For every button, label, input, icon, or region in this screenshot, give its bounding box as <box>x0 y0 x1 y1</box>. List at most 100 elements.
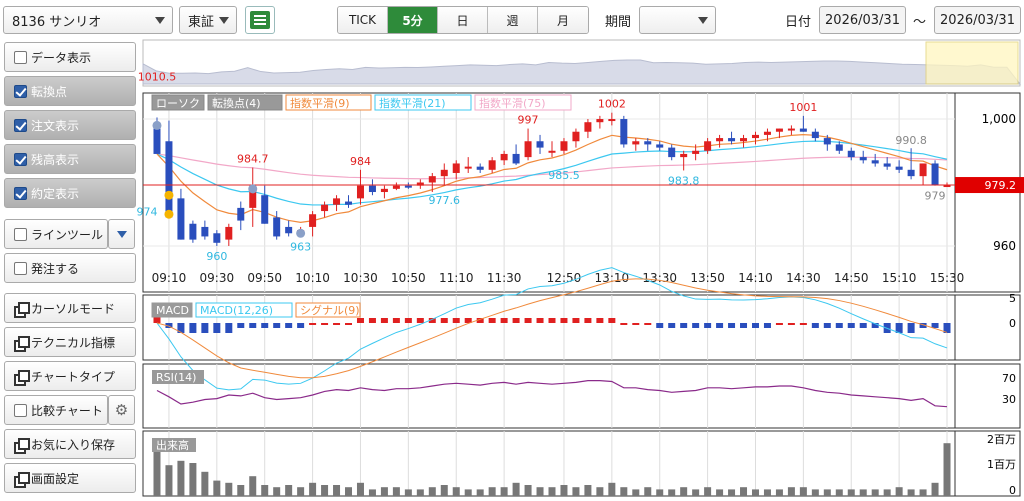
legend-box <box>207 94 283 111</box>
macd-bar <box>392 318 400 323</box>
save-favorite-label: お気に入り保存 <box>31 437 116 452</box>
screen-settings-button[interactable]: 画面設定 <box>4 463 136 493</box>
time-tick-label: 13:50 <box>690 271 725 285</box>
execution-marker <box>296 228 306 238</box>
volume-bar <box>931 482 939 496</box>
macd-axis-label: 5 <box>1009 292 1016 305</box>
volume-bar <box>680 487 688 496</box>
macd-bar <box>524 318 532 323</box>
tab-week[interactable]: 週 <box>488 7 538 33</box>
turning-point-high: 1001 <box>789 101 817 114</box>
candle-body <box>883 163 891 167</box>
tab-month[interactable]: 月 <box>538 7 588 33</box>
list-view-button[interactable] <box>245 6 275 34</box>
candle-body <box>787 128 795 131</box>
macd-bar <box>596 318 604 323</box>
macd-bar <box>368 318 376 323</box>
compare-chart-toggle[interactable]: 比較チャート <box>4 395 108 425</box>
macd-bar <box>895 323 903 333</box>
turning-points-toggle[interactable]: 転換点 <box>4 76 136 106</box>
market-select[interactable]: 東証 <box>179 6 237 34</box>
macd-bar <box>620 323 628 325</box>
time-tick-label: 12:50 <box>547 271 582 285</box>
candle-body <box>680 153 688 158</box>
volume-bar <box>428 487 436 496</box>
macd-bar <box>787 323 795 325</box>
tab-tick[interactable]: TICK <box>338 7 388 33</box>
volume-bar <box>237 485 245 496</box>
macd-bar <box>656 323 664 328</box>
turning-point-high: 984.7 <box>237 153 269 166</box>
date-from-input[interactable]: 2026/03/31 <box>819 6 906 34</box>
macd-bar <box>488 318 496 323</box>
technical-button[interactable]: テクニカル指標 <box>4 327 136 357</box>
volume-bar <box>321 485 329 496</box>
signal-line <box>156 278 948 379</box>
legend-box <box>285 94 372 111</box>
chart-type-button[interactable]: チャートタイプ <box>4 361 136 391</box>
legend-label: 指数平滑(9) <box>290 96 350 110</box>
volume-bar <box>847 489 855 496</box>
macd-bar <box>273 323 281 328</box>
chevron-down-icon <box>116 230 127 238</box>
stock-select[interactable]: 8136 サンリオ <box>3 6 173 34</box>
executions-toggle[interactable]: 約定表示 <box>4 178 136 208</box>
legend-box <box>151 302 193 318</box>
data-display-toggle[interactable]: データ表示 <box>4 42 136 72</box>
execution-marker <box>248 184 258 194</box>
technical-label: テクニカル指標 <box>31 335 116 350</box>
cursor-mode-button[interactable]: カーソルモード <box>4 293 136 323</box>
macd-bar <box>380 318 388 323</box>
order-display-toggle[interactable]: 注文表示 <box>4 110 136 140</box>
window-icon <box>14 471 30 488</box>
chevron-down-icon <box>155 17 165 24</box>
candle-body <box>775 128 783 132</box>
top-toolbar: 8136 サンリオ 東証 TICK 5分 日 週 月 期間 日付 2026/03… <box>0 0 1024 38</box>
volume-bar <box>356 482 364 496</box>
macd-bar <box>704 323 712 328</box>
volume-bar <box>416 489 424 496</box>
rsi-axis-label: 70 <box>1002 372 1016 385</box>
macd-bar <box>740 323 748 328</box>
candle-body <box>273 217 281 237</box>
turning-point-high: 1010.5 <box>138 71 177 84</box>
macd-bar <box>416 318 424 323</box>
candle-body <box>380 188 388 193</box>
turning-point-low: 985.5 <box>548 169 580 182</box>
place-order-toggle[interactable]: 発注する <box>4 253 136 283</box>
date-to-input[interactable]: 2026/03/31 <box>934 6 1021 34</box>
rsi-line <box>156 380 948 408</box>
volume-axis-label: 2百万 <box>987 433 1016 446</box>
checkbox-icon <box>14 261 27 275</box>
save-favorite-button[interactable]: お気に入り保存 <box>4 429 136 459</box>
tab-5min[interactable]: 5分 <box>388 7 438 33</box>
candle-body <box>656 144 664 148</box>
execution-marker <box>164 190 174 200</box>
candle-body <box>763 131 771 135</box>
compare-settings-button[interactable]: ⚙ <box>108 395 135 425</box>
candle-body <box>799 128 807 132</box>
volume-bar <box>392 487 400 496</box>
candle-body <box>919 163 927 177</box>
legend-label: 転換点(4) <box>212 97 261 110</box>
chevron-down-icon <box>698 17 708 24</box>
candle-body <box>309 214 317 227</box>
legend-box <box>474 94 572 111</box>
tab-day[interactable]: 日 <box>438 7 488 33</box>
macd-bar <box>345 323 353 325</box>
executions-label: 約定表示 <box>31 186 80 201</box>
order-display-label: 注文表示 <box>31 118 80 133</box>
period-select[interactable] <box>639 6 716 34</box>
macd-line <box>156 267 948 391</box>
candle-body <box>871 160 879 164</box>
line-tool-toggle[interactable]: ラインツール <box>4 219 108 249</box>
candle-body <box>716 138 724 142</box>
balance-display-toggle[interactable]: 残高表示 <box>4 144 136 174</box>
macd-bar <box>464 318 472 323</box>
candle-body <box>476 166 484 170</box>
volume-bar <box>201 471 209 496</box>
candle-body <box>584 122 592 132</box>
cursor-mode-label: カーソルモード <box>31 301 116 316</box>
line-tool-menu-button[interactable] <box>108 219 135 249</box>
